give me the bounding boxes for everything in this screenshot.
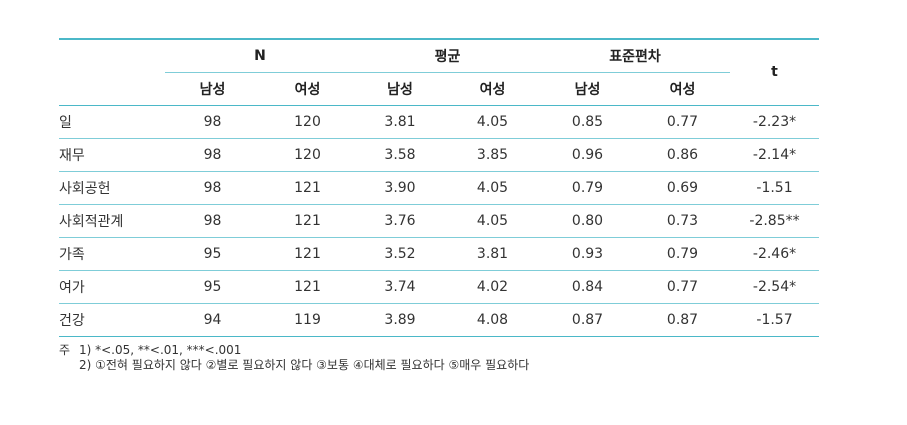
table-notes: 주 1) *<.05, **<.01, ***<.001 2) ①전혀 필요하지 … — [59, 343, 529, 373]
row-label: 사회공헌 — [59, 171, 165, 205]
table-row: 건강 94 119 3.89 4.08 0.87 0.87 -1.57 — [59, 303, 820, 337]
cell-mean-female: 4.02 — [445, 270, 541, 304]
header-n-male: 남성 — [165, 72, 260, 106]
header-corner-lower — [59, 72, 165, 106]
header-group-mean: 평균 — [355, 38, 541, 73]
header-sd-female: 여성 — [635, 72, 731, 106]
cell-sd-male: 0.87 — [540, 303, 636, 337]
cell-n-female: 120 — [260, 105, 355, 139]
table-row: 사회공헌 98 121 3.90 4.05 0.79 0.69 -1.51 — [59, 171, 820, 205]
row-label: 사회적관계 — [59, 204, 165, 238]
row-label: 건강 — [59, 303, 165, 337]
cell-mean-female: 4.05 — [445, 204, 541, 238]
table-row: 일 98 120 3.81 4.05 0.85 0.77 -2.23* — [59, 105, 820, 139]
cell-t-value: -2.54* — [730, 270, 820, 304]
cell-sd-male: 0.93 — [540, 237, 636, 271]
cell-mean-female: 4.05 — [445, 171, 541, 205]
cell-t-value: -2.23* — [730, 105, 820, 139]
header-sd-male: 남성 — [540, 72, 636, 106]
cell-sd-female: 0.79 — [635, 237, 731, 271]
cell-n-female: 120 — [260, 138, 355, 172]
cell-sd-female: 0.77 — [635, 105, 731, 139]
cell-mean-female: 3.81 — [445, 237, 541, 271]
cell-mean-male: 3.74 — [355, 270, 445, 304]
cell-sd-female: 0.73 — [635, 204, 731, 238]
cell-n-male: 94 — [165, 303, 260, 337]
cell-t-value: -1.51 — [730, 171, 820, 205]
table-body: 일 98 120 3.81 4.05 0.85 0.77 -2.23* 재무 98 120 3.58 3… — [59, 105, 820, 337]
cell-sd-male: 0.79 — [540, 171, 636, 205]
row-label: 일 — [59, 105, 165, 139]
header-group-n: N — [165, 38, 355, 73]
note-prefix: 주 — [59, 343, 71, 357]
cell-n-male: 98 — [165, 105, 260, 139]
cell-sd-female: 0.69 — [635, 171, 731, 205]
cell-n-female: 121 — [260, 171, 355, 205]
cell-sd-male: 0.84 — [540, 270, 636, 304]
table-row: 재무 98 120 3.58 3.85 0.96 0.86 -2.14* — [59, 138, 820, 172]
note-line-2: 2) ①전혀 필요하지 않다 ②별로 필요하지 않다 ③보통 ④대체로 필요하다… — [79, 358, 530, 372]
note-significance: 1) *<.05, **<.01, ***<.001 — [79, 343, 242, 357]
header-group-sd: 표준편차 — [540, 38, 731, 73]
cell-n-male: 95 — [165, 237, 260, 271]
row-label: 여가 — [59, 270, 165, 304]
cell-t-value: -1.57 — [730, 303, 820, 337]
cell-t-value: -2.85** — [730, 204, 820, 238]
header-t: t — [730, 38, 820, 106]
cell-n-female: 119 — [260, 303, 355, 337]
cell-sd-female: 0.87 — [635, 303, 731, 337]
cell-mean-female: 4.05 — [445, 105, 541, 139]
gender-comparison-table: N 평균 표준편차 t 남성 여성 남성 여성 남성 여성 일 98 120 3.81… — [59, 38, 820, 337]
cell-t-value: -2.14* — [730, 138, 820, 172]
table-row: 여가 95 121 3.74 4.02 0.84 0.77 -2.54* — [59, 270, 820, 304]
row-label: 재무 — [59, 138, 165, 172]
cell-n-male: 95 — [165, 270, 260, 304]
cell-n-male: 98 — [165, 138, 260, 172]
cell-mean-male: 3.58 — [355, 138, 445, 172]
row-label: 가족 — [59, 237, 165, 271]
header-mean-male: 남성 — [355, 72, 445, 106]
cell-mean-female: 4.08 — [445, 303, 541, 337]
data-table-container: N 평균 표준편차 t 남성 여성 남성 여성 남성 여성 일 98 120 3.81… — [59, 38, 820, 337]
cell-n-female: 121 — [260, 204, 355, 238]
cell-t-value: -2.46* — [730, 237, 820, 271]
cell-mean-male: 3.90 — [355, 171, 445, 205]
cell-sd-male: 0.80 — [540, 204, 636, 238]
cell-mean-female: 3.85 — [445, 138, 541, 172]
cell-n-female: 121 — [260, 270, 355, 304]
cell-n-female: 121 — [260, 237, 355, 271]
cell-mean-male: 3.89 — [355, 303, 445, 337]
cell-mean-male: 3.76 — [355, 204, 445, 238]
cell-mean-male: 3.81 — [355, 105, 445, 139]
cell-sd-male: 0.96 — [540, 138, 636, 172]
cell-sd-female: 0.77 — [635, 270, 731, 304]
cell-mean-male: 3.52 — [355, 237, 445, 271]
cell-n-male: 98 — [165, 171, 260, 205]
table-row: 가족 95 121 3.52 3.81 0.93 0.79 -2.46* — [59, 237, 820, 271]
table-row: 사회적관계 98 121 3.76 4.05 0.80 0.73 -2.85** — [59, 204, 820, 238]
cell-sd-female: 0.86 — [635, 138, 731, 172]
header-mean-female: 여성 — [445, 72, 541, 106]
cell-n-male: 98 — [165, 204, 260, 238]
header-corner — [59, 38, 165, 72]
cell-sd-male: 0.85 — [540, 105, 636, 139]
header-n-female: 여성 — [260, 72, 355, 106]
note-line-1: 주 1) *<.05, **<.01, ***<.001 — [59, 343, 529, 358]
